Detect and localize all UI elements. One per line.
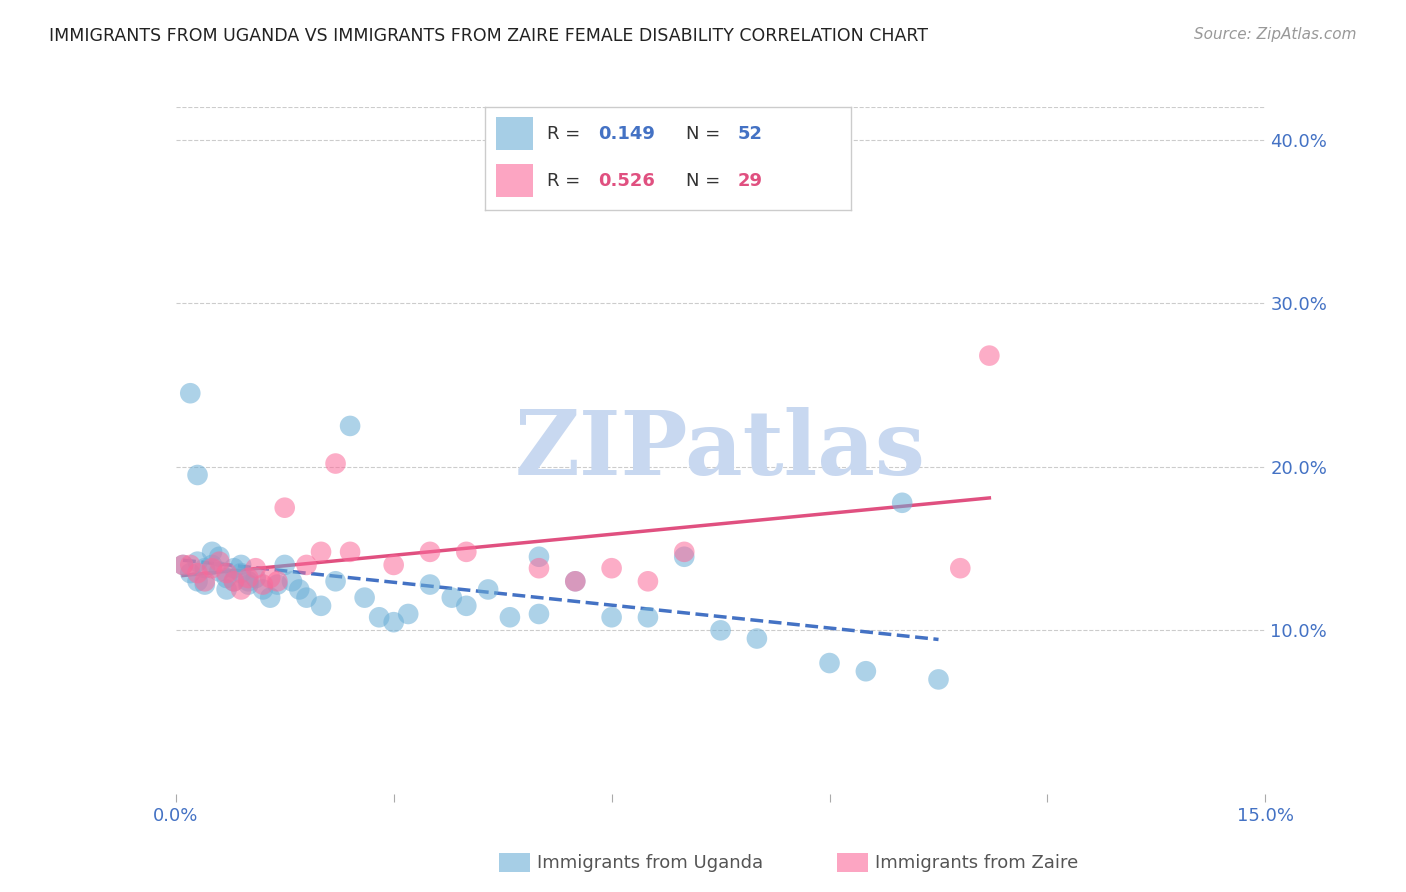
Point [245, 571, 267, 585]
Point [527, 561, 550, 575]
Point [600, 561, 623, 575]
Text: 52: 52 [737, 125, 762, 143]
Point [201, 561, 224, 575]
Point [368, 610, 391, 624]
Point [818, 656, 841, 670]
Point [231, 582, 253, 597]
Point [266, 577, 288, 591]
Point [194, 561, 217, 575]
Point [419, 545, 441, 559]
Point [527, 549, 550, 564]
Point [252, 582, 274, 597]
Point [186, 467, 209, 482]
Point [673, 549, 696, 564]
Point [222, 561, 245, 575]
Text: Immigrants from Uganda: Immigrants from Uganda [537, 854, 763, 871]
Point [382, 615, 405, 630]
Text: N =: N = [686, 172, 725, 190]
Point [231, 566, 253, 580]
Point [499, 610, 522, 624]
Point [274, 558, 297, 572]
Point [325, 457, 347, 471]
Point [928, 673, 950, 687]
Text: Source: ZipAtlas.com: Source: ZipAtlas.com [1194, 27, 1357, 42]
Text: R =: R = [547, 125, 586, 143]
Point [215, 566, 238, 580]
Point [979, 349, 1001, 363]
Point [259, 591, 281, 605]
Text: R =: R = [547, 172, 586, 190]
Point [855, 664, 877, 679]
Point [309, 545, 332, 559]
Point [179, 558, 201, 572]
Point [172, 558, 194, 572]
Text: IMMIGRANTS FROM UGANDA VS IMMIGRANTS FROM ZAIRE FEMALE DISABILITY CORRELATION CH: IMMIGRANTS FROM UGANDA VS IMMIGRANTS FRO… [49, 27, 928, 45]
Point [266, 574, 288, 589]
Point [325, 574, 347, 589]
Point [208, 549, 231, 564]
Bar [496, 164, 533, 197]
Point [238, 574, 260, 589]
Point [295, 558, 318, 572]
Point [208, 555, 231, 569]
Point [208, 565, 231, 579]
Point [186, 566, 209, 580]
Point [382, 558, 405, 572]
Point [564, 574, 586, 589]
Point [396, 607, 419, 621]
Point [194, 577, 217, 591]
Point [440, 591, 463, 605]
Point [353, 591, 375, 605]
Point [201, 558, 224, 572]
Bar [496, 118, 533, 150]
Point [222, 574, 245, 589]
Point [215, 571, 238, 585]
Text: ZIPatlas: ZIPatlas [515, 407, 927, 494]
Point [456, 545, 478, 559]
Point [637, 610, 659, 624]
Text: N =: N = [686, 125, 725, 143]
Point [710, 624, 733, 638]
Point [949, 561, 972, 575]
Point [600, 610, 623, 624]
Point [281, 574, 304, 589]
Point [274, 500, 297, 515]
Point [201, 545, 224, 559]
Point [456, 599, 478, 613]
Point [419, 577, 441, 591]
Point [252, 577, 274, 591]
Point [238, 577, 260, 591]
Point [477, 582, 499, 597]
Point [172, 558, 194, 572]
Point [194, 574, 217, 589]
Text: 0.526: 0.526 [599, 172, 655, 190]
Point [231, 558, 253, 572]
Point [745, 632, 768, 646]
Point [215, 582, 238, 597]
Point [295, 591, 318, 605]
Point [179, 566, 201, 580]
Point [637, 574, 659, 589]
Point [259, 571, 281, 585]
Point [527, 607, 550, 621]
Text: 29: 29 [737, 172, 762, 190]
Point [673, 545, 696, 559]
Point [339, 545, 361, 559]
Point [238, 571, 260, 585]
Point [309, 599, 332, 613]
Point [891, 496, 914, 510]
Text: 0.149: 0.149 [599, 125, 655, 143]
Point [564, 574, 586, 589]
Point [339, 418, 361, 433]
Point [179, 386, 201, 401]
Point [245, 561, 267, 575]
Point [222, 574, 245, 589]
Point [186, 555, 209, 569]
Text: Immigrants from Zaire: Immigrants from Zaire [875, 854, 1078, 871]
Point [288, 582, 311, 597]
Point [186, 574, 209, 589]
